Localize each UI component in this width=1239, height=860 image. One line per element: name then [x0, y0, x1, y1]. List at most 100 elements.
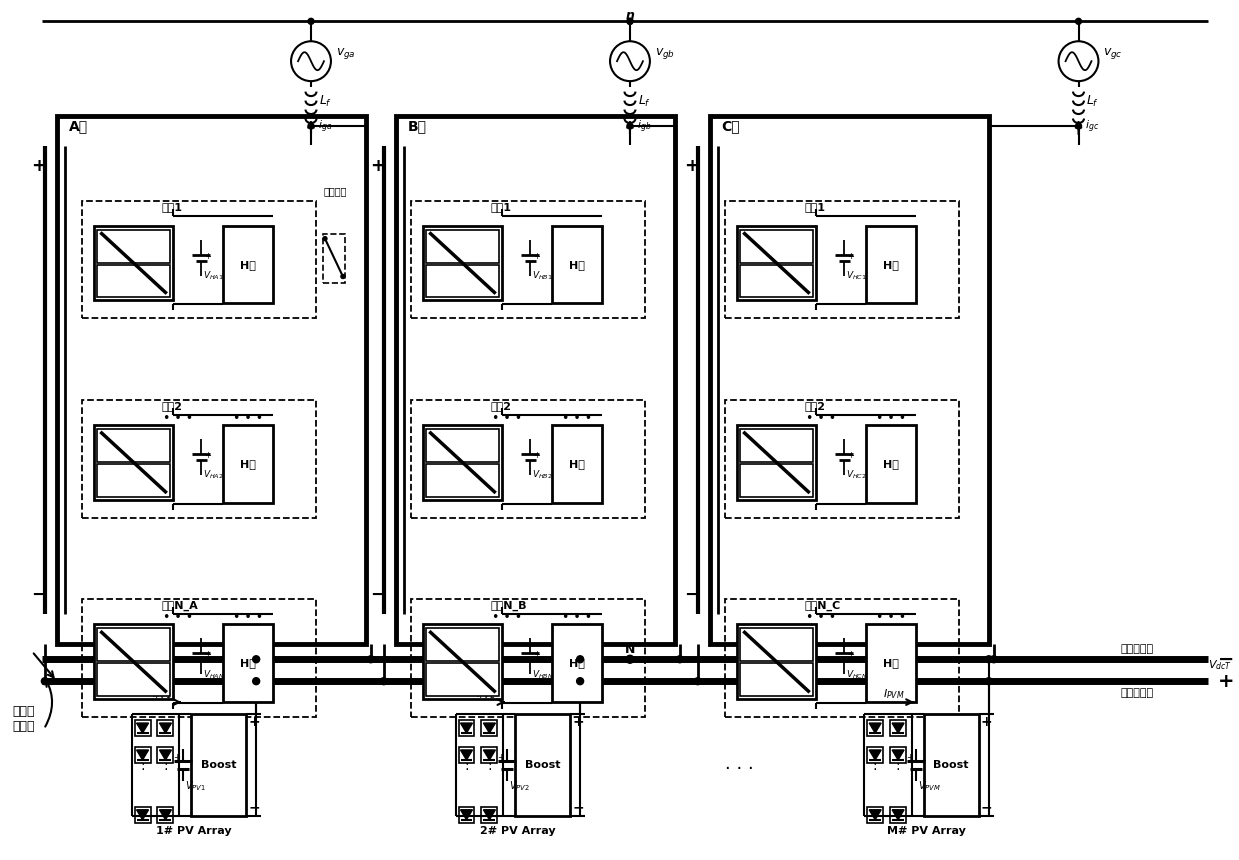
Bar — [57, 116, 366, 644]
Text: $I_{PV1}$: $I_{PV1}$ — [151, 687, 171, 701]
Text: +: + — [248, 715, 260, 729]
Bar — [94, 624, 173, 699]
Text: :: : — [465, 759, 468, 773]
Polygon shape — [160, 750, 171, 760]
Text: −: − — [1218, 650, 1234, 669]
Text: 2# PV Array: 2# PV Array — [479, 826, 555, 836]
Text: $V_{HB1}$: $V_{HB1}$ — [533, 269, 553, 282]
Bar — [515, 714, 570, 816]
Bar — [94, 425, 173, 500]
Text: DC: DC — [437, 235, 452, 244]
Text: +: + — [370, 157, 385, 175]
Bar — [890, 807, 906, 823]
Text: $V_{dcT}$: $V_{dcT}$ — [1208, 659, 1232, 673]
Circle shape — [990, 656, 997, 663]
Circle shape — [380, 678, 388, 685]
Bar — [82, 200, 316, 318]
Bar — [410, 400, 646, 518]
Circle shape — [323, 237, 327, 241]
Text: DC: DC — [108, 485, 123, 494]
Text: H桥: H桥 — [240, 459, 256, 469]
Polygon shape — [160, 810, 171, 820]
Bar — [740, 663, 813, 696]
Text: $+$: $+$ — [497, 752, 506, 762]
Text: Boost: Boost — [524, 760, 560, 770]
Circle shape — [253, 656, 260, 663]
Circle shape — [694, 678, 701, 685]
Bar — [426, 663, 499, 696]
Text: 模块1: 模块1 — [804, 202, 825, 212]
Text: DC: DC — [108, 633, 123, 643]
Bar — [410, 200, 646, 318]
Circle shape — [627, 123, 633, 129]
Bar — [710, 116, 989, 644]
Bar — [890, 747, 906, 763]
Circle shape — [627, 18, 633, 24]
Text: $V_{PVM}$: $V_{PVM}$ — [918, 779, 942, 793]
Bar — [553, 425, 602, 503]
Bar — [135, 807, 150, 823]
Text: Boost: Boost — [933, 760, 969, 770]
Circle shape — [576, 678, 584, 685]
Text: $V_{HANA}$: $V_{HANA}$ — [203, 668, 229, 681]
Bar — [426, 629, 499, 661]
Text: C相: C相 — [721, 119, 740, 133]
Text: DC: DC — [751, 286, 766, 296]
Bar — [866, 225, 916, 304]
Text: • • •: • • • — [876, 611, 906, 624]
Text: DC: DC — [751, 685, 766, 694]
Bar — [725, 400, 959, 518]
Text: $V_{HCNC}$: $V_{HCNC}$ — [846, 668, 872, 681]
Text: 模块N_A: 模块N_A — [161, 600, 198, 611]
Circle shape — [309, 123, 313, 129]
Bar — [725, 200, 959, 318]
Circle shape — [627, 18, 633, 24]
Polygon shape — [160, 723, 171, 733]
Text: DC: DC — [108, 235, 123, 244]
Text: +: + — [572, 715, 584, 729]
Text: :: : — [872, 759, 877, 773]
Bar — [866, 425, 916, 503]
Bar — [422, 225, 502, 300]
Polygon shape — [483, 750, 496, 760]
Bar — [458, 807, 475, 823]
Bar — [97, 464, 171, 497]
Text: N: N — [624, 642, 636, 656]
Text: H桥: H桥 — [240, 260, 256, 269]
Text: $V_{HB2}$: $V_{HB2}$ — [533, 469, 553, 482]
Text: −: − — [370, 586, 385, 604]
Text: $L_f$: $L_f$ — [638, 94, 650, 108]
Text: −: − — [31, 586, 46, 604]
Bar — [553, 624, 602, 702]
Bar — [740, 265, 813, 298]
Text: DC: DC — [751, 633, 766, 643]
Bar — [422, 624, 502, 699]
Text: DC: DC — [108, 286, 123, 296]
Bar — [97, 663, 171, 696]
Text: DC: DC — [437, 286, 452, 296]
Text: $+$: $+$ — [847, 649, 855, 660]
Text: $L_f$: $L_f$ — [1087, 94, 1100, 108]
Bar — [482, 747, 497, 763]
Text: • • •: • • • — [164, 611, 193, 624]
Text: $+$: $+$ — [533, 250, 541, 261]
Circle shape — [1075, 123, 1082, 129]
Text: −: − — [248, 801, 260, 814]
Text: $i_{ga}$: $i_{ga}$ — [318, 119, 332, 135]
Text: $+$: $+$ — [847, 250, 855, 261]
Circle shape — [576, 656, 584, 663]
Text: $V_{HC2}$: $V_{HC2}$ — [846, 469, 867, 482]
Text: H桥: H桥 — [240, 658, 256, 668]
Polygon shape — [483, 810, 496, 820]
Text: DC: DC — [108, 685, 123, 694]
Text: +: + — [31, 157, 46, 175]
Polygon shape — [870, 810, 881, 820]
Text: $v_{gb}$: $v_{gb}$ — [655, 46, 675, 61]
Polygon shape — [136, 723, 149, 733]
Polygon shape — [461, 750, 472, 760]
Polygon shape — [136, 750, 149, 760]
Bar — [482, 807, 497, 823]
Text: A相: A相 — [69, 119, 88, 133]
Text: DC: DC — [751, 485, 766, 494]
Text: M# PV Array: M# PV Array — [887, 826, 965, 836]
